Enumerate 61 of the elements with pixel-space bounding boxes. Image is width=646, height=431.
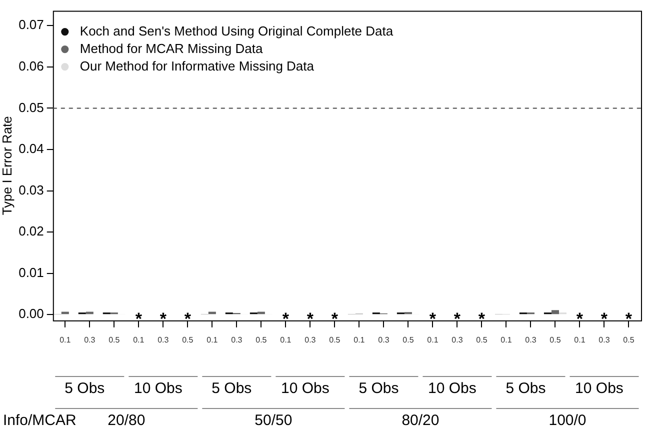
text: * (625, 309, 632, 328)
legend-label: Method for MCAR Missing Data (80, 40, 264, 56)
text: 10 Obs (575, 380, 624, 398)
text: * (576, 309, 584, 328)
x-tick-label: 0.1 (574, 335, 586, 344)
x-tick-label: 0.3 (231, 335, 243, 344)
y-tick-label: 0.07 (18, 17, 44, 32)
y-tick-label: 0.05 (18, 100, 44, 115)
x-tick-label: 0.3 (452, 335, 464, 344)
x-tick-label: 0.5 (476, 335, 488, 344)
y-tick-label: 0.04 (18, 141, 44, 156)
text: 10 Obs (281, 380, 330, 398)
y-axis-title: Type I Error Rate (0, 116, 14, 216)
x-tick-label: 0.5 (402, 335, 414, 344)
text: * (160, 309, 166, 328)
text: Info/MCAR (3, 412, 77, 430)
text: * (282, 309, 290, 328)
text: * (454, 309, 461, 328)
text: 50/50 (254, 412, 292, 430)
legend-label: Our Method for Informative Missing Data (80, 58, 315, 74)
y-tick-label: 0.01 (18, 264, 44, 280)
x-tick-label: 0.5 (108, 335, 120, 344)
text: * (184, 309, 191, 328)
text: 100/0 (548, 412, 586, 430)
text: 20/80 (108, 412, 146, 430)
x-tick-label: 0.5 (329, 335, 341, 344)
x-tick-label: 0.5 (182, 335, 194, 344)
text: * (306, 309, 314, 328)
x-tick-label: 0.1 (354, 335, 366, 344)
x-tick-label: 0.3 (84, 335, 96, 344)
x-tick-label: 0.3 (525, 335, 537, 344)
y-tick-label: 0.02 (18, 224, 44, 239)
text: * (135, 309, 142, 328)
legend-label: Koch and Sen's Method Using Original Complete Data (80, 23, 394, 38)
x-tick-label: 0.5 (256, 335, 268, 344)
x-tick-label: 0.1 (133, 335, 145, 344)
text: * (429, 309, 436, 328)
x-tick-label: 0.5 (550, 335, 562, 344)
x-tick-label: 0.3 (378, 335, 390, 344)
y-tick-label: 0.06 (18, 58, 44, 74)
text: 5 Obs (358, 380, 399, 398)
x-tick-label: 0.1 (427, 335, 439, 344)
x-tick-label: 0.1 (280, 335, 292, 344)
x-tick-label: 0.3 (158, 335, 170, 344)
text: 10 Obs (134, 380, 182, 398)
x-tick-label: 0.1 (60, 335, 72, 344)
y-tick-label: 0.00 (18, 306, 44, 322)
x-tick-label: 0.3 (304, 335, 316, 344)
text: 5 Obs (506, 380, 546, 398)
text: * (600, 309, 608, 328)
x-tick-label: 0.1 (500, 335, 512, 344)
text: * (331, 309, 338, 328)
text: 80/20 (402, 412, 440, 430)
x-tick-label: 0.1 (206, 335, 218, 344)
x-tick-label: 0.3 (598, 335, 610, 344)
text: 5 Obs (212, 380, 252, 398)
x-tick-label: 0.5 (623, 335, 635, 344)
y-tick-label: 0.03 (18, 182, 44, 198)
text: 5 Obs (64, 380, 105, 398)
text: 10 Obs (428, 380, 476, 398)
text: * (478, 309, 486, 328)
